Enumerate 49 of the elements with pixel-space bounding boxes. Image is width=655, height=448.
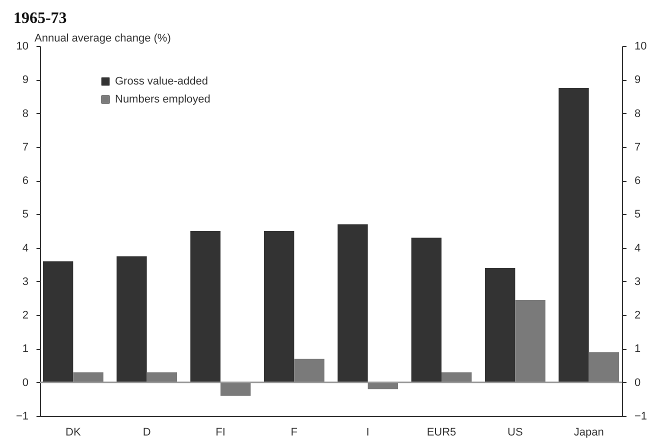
y2-tick-label: 8 — [634, 108, 641, 120]
bar — [73, 372, 104, 382]
bar — [220, 382, 251, 396]
legend-label: Numbers employed — [115, 94, 210, 106]
bar — [558, 88, 589, 382]
bar — [294, 358, 324, 382]
bar — [484, 268, 516, 382]
y2-tick-label: 0 — [634, 376, 641, 389]
bar — [116, 256, 147, 382]
y-tick-label: 6 — [22, 175, 28, 188]
y2-tick-label: 2 — [634, 310, 641, 322]
y-tick-label: 2 — [22, 310, 28, 322]
y2-tick-label: 10 — [634, 40, 647, 52]
chart-title: 1965-73 — [13, 10, 67, 27]
y-tick-label: 8 — [22, 108, 28, 120]
y2-tick-label: −1 — [634, 410, 648, 422]
y-tick-label: 0 — [22, 376, 28, 389]
y-tick-label: 3 — [22, 276, 28, 288]
y2-tick-label: 9 — [634, 74, 641, 86]
x-tick-label: FI — [216, 426, 226, 438]
y2-tick-label: 4 — [634, 242, 641, 254]
bar — [411, 238, 442, 382]
x-tick-label: US — [508, 426, 523, 438]
bar — [588, 352, 620, 382]
y-tick-label: 7 — [22, 141, 28, 154]
y-tick-label: 9 — [22, 74, 28, 86]
bar — [264, 231, 294, 382]
x-tick-label: D — [142, 426, 151, 438]
x-tick-label: I — [366, 426, 370, 438]
y2-tick-label: 6 — [634, 175, 641, 188]
y-tick-label: 1 — [22, 343, 28, 356]
x-tick-label: DK — [66, 426, 82, 438]
bar — [190, 231, 220, 382]
y2-tick-label: 7 — [634, 141, 641, 154]
x-tick-label: F — [290, 426, 298, 438]
y-tick-label: 5 — [22, 208, 28, 221]
y-axis-title: Annual average change (%) — [34, 32, 171, 44]
y-tick-label: 10 — [16, 40, 28, 52]
y-tick-label: −1 — [16, 410, 28, 422]
x-tick-label: EUR5 — [426, 426, 456, 438]
legend-label: Gross value-added — [115, 76, 208, 88]
y2-tick-label: 1 — [634, 343, 641, 356]
x-tick-label: Japan — [574, 426, 604, 438]
bar — [515, 300, 546, 382]
bar — [42, 261, 74, 382]
y-tick-label: 4 — [22, 242, 28, 254]
y2-tick-label: 5 — [634, 208, 641, 221]
bar — [338, 224, 368, 382]
y2-tick-label: 3 — [634, 276, 641, 288]
